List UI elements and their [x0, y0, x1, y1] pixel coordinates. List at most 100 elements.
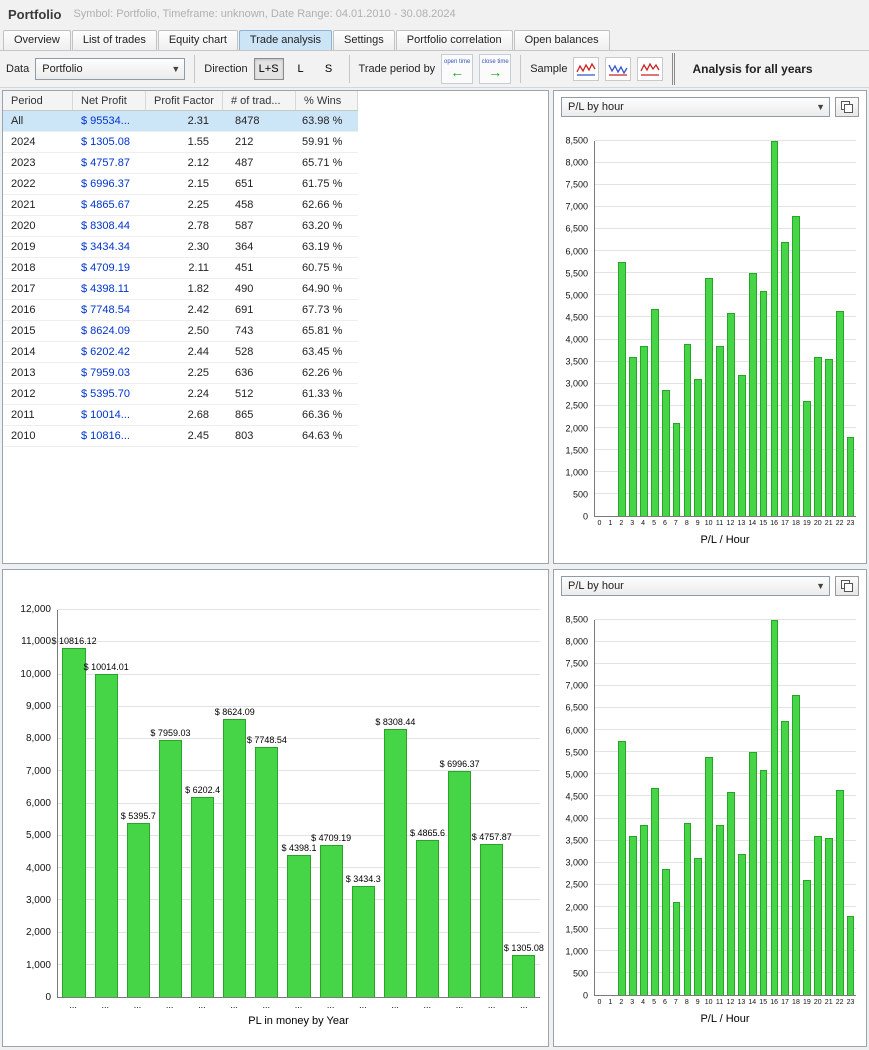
table-cell: $ 6202.42: [81, 346, 130, 358]
x-tick-label: ...: [455, 1000, 464, 1010]
y-tick-label: 2,000: [565, 902, 588, 913]
y-tick-label: 9,000: [25, 701, 51, 712]
y-axis: 0 500 1,000 1,500 2,000 2,500 3,000 3,500 4,000 4…: [562, 136, 594, 521]
column-header-period[interactable]: Period: [3, 91, 73, 110]
table-row-2010[interactable]: 2010 $ 10816... 2.45 803 64.63 %: [3, 426, 358, 447]
table-row-2019[interactable]: 2019 $ 3434.34 2.30 364 63.19 %: [3, 237, 358, 258]
sample-chart-icon-1[interactable]: [573, 57, 600, 81]
bar-13: [737, 374, 746, 516]
table-row-2012[interactable]: 2012 $ 5395.70 2.24 512 61.33 %: [3, 384, 358, 405]
open-time-button[interactable]: open time ←: [441, 54, 474, 84]
x-tick-label: ...: [294, 1000, 303, 1010]
table-row-2016[interactable]: 2016 $ 7748.54 2.42 691 67.73 %: [3, 300, 358, 321]
sample-chart-icon-3[interactable]: [637, 57, 664, 81]
bar-8: [683, 343, 692, 516]
y-tick-label: 1,500: [565, 924, 588, 935]
table-cell: 62.26 %: [302, 367, 343, 379]
table-cell: 2012: [11, 388, 36, 400]
table-row-2020[interactable]: 2020 $ 8308.44 2.78 587 63.20 %: [3, 216, 358, 237]
table-row-2015[interactable]: 2015 $ 8624.09 2.50 743 65.81 %: [3, 321, 358, 342]
copy-chart-button[interactable]: [835, 97, 859, 117]
y-tick-label: 4,500: [565, 312, 588, 323]
table-row-2022[interactable]: 2022 $ 6996.37 2.15 651 61.75 %: [3, 174, 358, 195]
table-row-2014[interactable]: 2014 $ 6202.42 2.44 528 63.45 %: [3, 342, 358, 363]
bar-14: [748, 273, 757, 516]
data-dropdown[interactable]: Portfolio ▼: [35, 58, 186, 80]
plot-area: $ 10816.12 $ 10014.01 $ 5395.7 $ 7959.03 $ 6…: [52, 609, 544, 998]
y-tick-label: 8,000: [25, 733, 51, 745]
bar-7: [672, 423, 681, 516]
x-tick-label: 18: [792, 520, 800, 527]
table-cell: $ 1305.08: [81, 136, 130, 148]
tab-portfolio-correlation[interactable]: Portfolio correlation: [395, 30, 513, 50]
table-row-2011[interactable]: 2011 $ 10014... 2.68 865 66.36 %: [3, 405, 358, 426]
column-header-profit-factor[interactable]: Profit Factor: [146, 91, 223, 110]
sample-chart-icon-2[interactable]: [605, 57, 632, 81]
gridline: [58, 834, 540, 836]
x-tick-label: ...: [262, 1000, 271, 1010]
table-cell: 65.81 %: [302, 325, 343, 337]
table-cell: 2.31: [187, 115, 209, 127]
table-cell: 59.91 %: [302, 136, 343, 148]
x-tick-label: 21: [824, 520, 833, 527]
tab-open-balances[interactable]: Open balances: [513, 30, 610, 50]
chart-type-dropdown[interactable]: P/L by hour ▼: [561, 97, 830, 117]
bar-23: [846, 436, 855, 516]
bar-value-label: $ 6202.4: [185, 784, 221, 795]
y-tick-label: 1,000: [565, 946, 588, 957]
tab-overview[interactable]: Overview: [3, 30, 71, 50]
bar-22: [835, 310, 844, 516]
table-cell: 2013: [11, 367, 36, 379]
chart-type-dropdown[interactable]: P/L by hour ▼: [561, 576, 830, 596]
chart-panel-header: P/L by hour ▼: [554, 570, 866, 600]
bar-6: [661, 869, 670, 995]
table-row-2018[interactable]: 2018 $ 4709.19 2.11 451 60.75 %: [3, 258, 358, 279]
bar-2: [618, 262, 627, 516]
tab-equity-chart[interactable]: Equity chart: [157, 30, 238, 50]
direction-long-button[interactable]: L: [290, 58, 312, 80]
table-cell: 2019: [11, 241, 36, 253]
gridline: [58, 609, 540, 610]
x-tick-label: 4: [641, 999, 646, 1006]
chevron-down-icon: ▼: [816, 581, 825, 591]
bar-19: [803, 401, 811, 516]
y-tick-label: 4,000: [25, 862, 51, 874]
bar-: [191, 796, 215, 997]
table-cell: 2017: [11, 283, 36, 295]
table-cell: 2.25: [187, 199, 209, 211]
y-tick-label: 6,000: [25, 798, 51, 809]
bar-: [126, 823, 150, 997]
gridline: [595, 707, 856, 709]
x-tick-label: 6: [663, 520, 667, 527]
table-row-2021[interactable]: 2021 $ 4865.67 2.25 458 62.66 %: [3, 195, 358, 216]
bar-value-label: $ 5395.7: [120, 811, 156, 821]
x-tick-label: 1: [608, 999, 613, 1006]
tab-list-of-trades[interactable]: List of trades: [71, 30, 157, 50]
y-tick-label: 5,000: [565, 769, 588, 780]
column-header-wins[interactable]: % Wins: [296, 91, 358, 110]
tab-trade-analysis[interactable]: Trade analysis: [238, 30, 333, 50]
close-time-button[interactable]: close time →: [479, 54, 512, 84]
bar-value-label: $ 3434.3: [345, 874, 381, 885]
table-row-all[interactable]: All $ 95534... 2.31 8478 63.98 %: [3, 111, 358, 132]
copy-chart-button[interactable]: [835, 576, 859, 596]
table-row-2013[interactable]: 2013 $ 7959.03 2.25 636 62.26 %: [3, 363, 358, 384]
table-row-2017[interactable]: 2017 $ 4398.11 1.82 490 64.90 %: [3, 279, 358, 300]
direction-long-short-button[interactable]: L+S: [253, 58, 284, 80]
table-row-2024[interactable]: 2024 $ 1305.08 1.55 212 59.91 %: [3, 132, 358, 153]
x-tick-label: 3: [630, 520, 635, 527]
table-row-2023[interactable]: 2023 $ 4757.87 2.12 487 65.71 %: [3, 153, 358, 174]
table-cell: 63.19 %: [302, 241, 343, 253]
y-tick-label: 6,000: [565, 725, 588, 736]
column-header-of-trad[interactable]: # of trad...: [223, 91, 296, 110]
bar-12: [727, 313, 735, 516]
direction-short-button[interactable]: S: [318, 58, 340, 80]
column-header-net-profit[interactable]: Net Profit: [73, 91, 146, 110]
y-tick-label: 8,000: [565, 157, 588, 168]
chart-panel-header: P/L by hour ▼: [554, 91, 866, 121]
x-tick-label: 9: [695, 999, 700, 1006]
y-tick-label: 7,000: [25, 765, 51, 777]
tab-settings[interactable]: Settings: [333, 30, 395, 50]
y-tick-label: 500: [572, 489, 588, 500]
sample-label: Sample: [530, 63, 568, 75]
